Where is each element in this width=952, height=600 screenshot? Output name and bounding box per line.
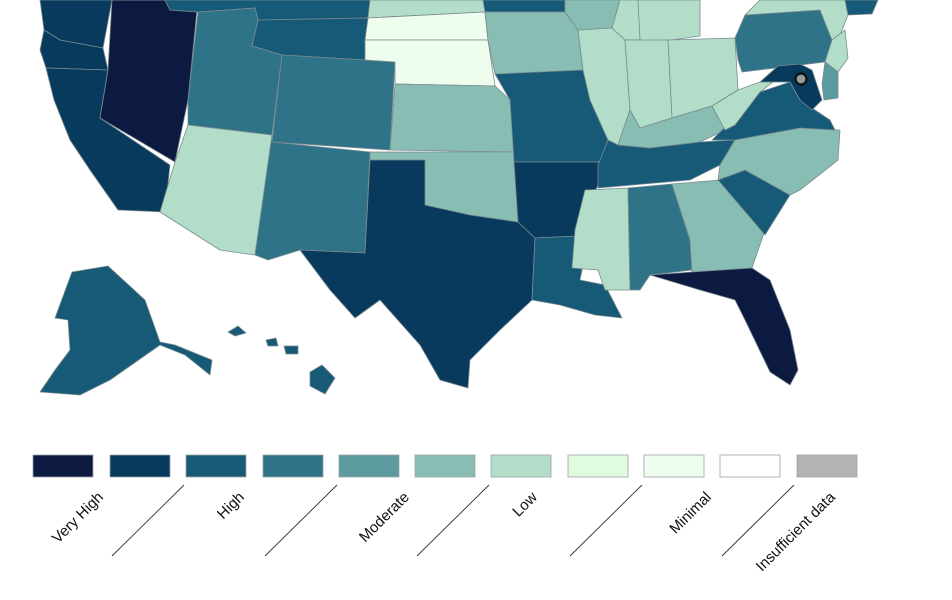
location-dot-icon — [794, 72, 808, 86]
state-delaware[interactable] — [821, 61, 839, 101]
state-new-jersey[interactable] — [824, 29, 849, 73]
legend-swatch-insufficient — [796, 454, 858, 478]
state-texas[interactable] — [299, 159, 536, 389]
state-hawaii[interactable] — [227, 325, 336, 395]
state-alaska[interactable] — [39, 265, 213, 396]
state-virginia[interactable] — [711, 81, 836, 141]
legend-separator — [721, 484, 795, 557]
legend-swatch-minimal — [643, 454, 705, 478]
state-new-york[interactable] — [744, 0, 849, 41]
state-iowa[interactable] — [484, 11, 584, 75]
legend-separator — [264, 484, 338, 557]
legend-label-low: Low — [509, 489, 541, 521]
legend-swatch-high — [185, 454, 247, 478]
legend-swatch-moderate — [338, 454, 400, 478]
legend-swatch-low-minimal — [567, 454, 629, 478]
legend-separator — [416, 484, 490, 557]
legend-label-minimal: Minimal — [666, 489, 715, 538]
legend-separator — [111, 484, 185, 557]
map-legend: Very High High Moderate Low Minimal Insu… — [32, 454, 858, 575]
legend-swatch-low — [490, 454, 552, 478]
state-tennessee[interactable] — [597, 139, 736, 189]
state-florida[interactable] — [649, 267, 799, 386]
legend-separators — [111, 484, 795, 557]
legend-label-insufficient-data: Insufficient data — [753, 488, 840, 575]
state-kansas[interactable] — [389, 83, 515, 153]
us-choropleth-map — [39, 0, 879, 396]
location-marker[interactable] — [794, 72, 808, 86]
state-connecticut[interactable] — [844, 0, 879, 16]
state-pennsylvania[interactable] — [734, 9, 833, 73]
legend-swatches — [32, 454, 858, 478]
legend-label-very-high: Very High — [49, 489, 107, 547]
state-michigan-upper[interactable] — [637, 0, 701, 43]
state-minnesota[interactable] — [482, 0, 566, 13]
legend-label-moderate: Moderate — [356, 489, 413, 546]
legend-separator — [569, 484, 643, 557]
state-west-virginia[interactable] — [711, 77, 779, 131]
legend-label-high: High — [214, 489, 248, 523]
state-colorado[interactable] — [271, 54, 396, 151]
legend-swatch-moderate-low — [414, 454, 476, 478]
state-new-mexico[interactable] — [254, 134, 371, 261]
legend-swatch-very-high-high — [109, 454, 171, 478]
legend-swatch-high-moderate — [262, 454, 324, 478]
legend-swatch-very-high — [32, 454, 94, 478]
legend-swatch-minimal-insufficient — [719, 454, 781, 478]
